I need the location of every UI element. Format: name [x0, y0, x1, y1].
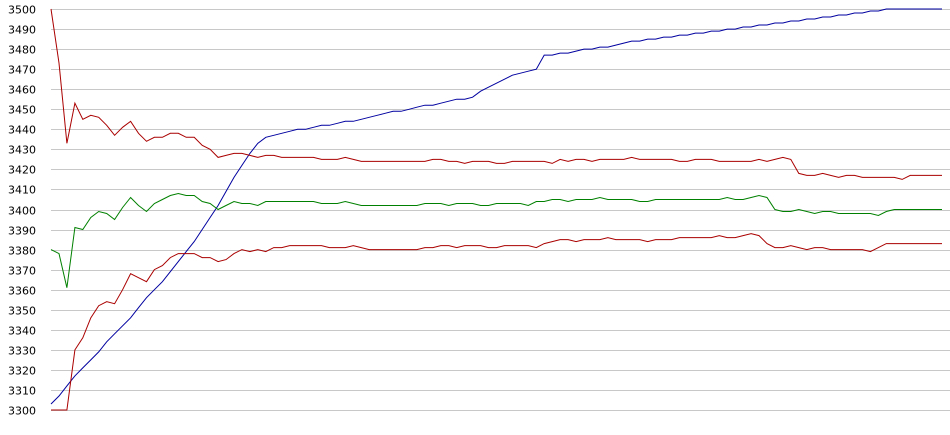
- y-tick-label: 3500: [8, 4, 36, 17]
- y-tick-label: 3450: [8, 104, 36, 117]
- y-tick-label: 3480: [8, 44, 36, 57]
- series-line-3: [50, 192, 942, 288]
- series-layer: [50, 8, 942, 411]
- y-tick-labels: 3300 3310 3320 3330 3340 3350 3360 3370 3380 3390…: [8, 4, 36, 418]
- y-tick-label: 3310: [8, 385, 36, 398]
- y-tick-label: 3430: [8, 144, 36, 157]
- y-tick-label: 3490: [8, 24, 36, 37]
- y-tick-label: 3340: [8, 325, 36, 338]
- y-tick-label: 3350: [8, 305, 36, 318]
- y-tick-label: 3390: [8, 225, 36, 238]
- y-tick-label: 3300: [8, 405, 36, 418]
- y-tick-label: 3360: [8, 285, 36, 298]
- y-tick-label: 3410: [8, 184, 36, 197]
- y-tick-label: 3400: [8, 205, 36, 218]
- series-line-2: [50, 8, 942, 180]
- y-tick-label: 3470: [8, 64, 36, 77]
- y-tick-label: 3460: [8, 84, 36, 97]
- y-tick-label: 3420: [8, 164, 36, 177]
- y-tick-label: 3330: [8, 345, 36, 358]
- series-line-1: [50, 8, 942, 405]
- y-tick-label: 3380: [8, 245, 36, 258]
- y-tick-label: 3320: [8, 365, 36, 378]
- y-tick-label: 3440: [8, 124, 36, 137]
- y-tick-label: 3370: [8, 265, 36, 278]
- series-line-4: [51, 233, 942, 411]
- grid-layer: [51, 9, 950, 411]
